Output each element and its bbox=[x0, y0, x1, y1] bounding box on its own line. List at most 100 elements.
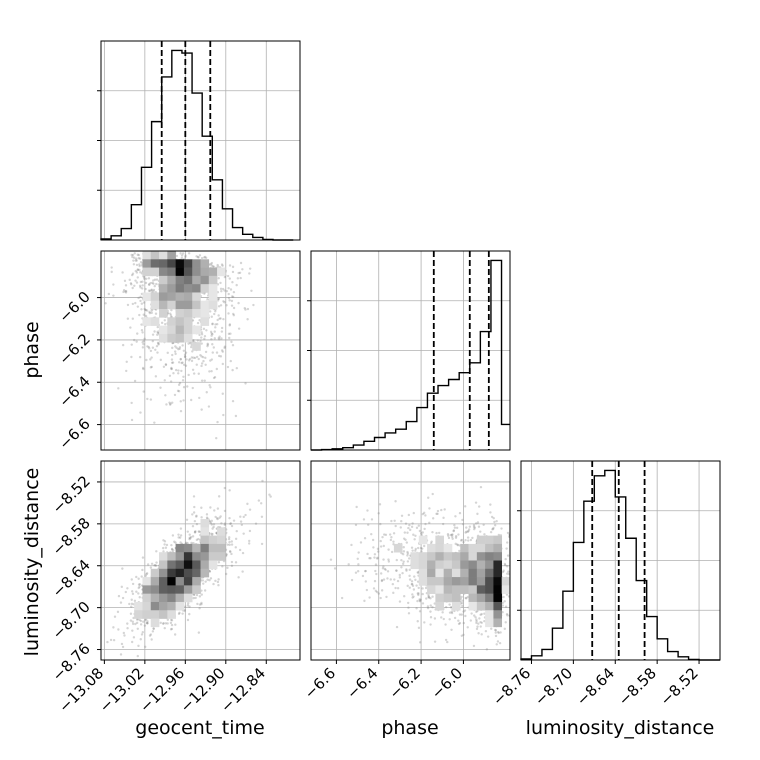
sample-point bbox=[394, 524, 397, 528]
sample-point bbox=[130, 578, 133, 581]
sample-point bbox=[219, 515, 222, 518]
sample-point bbox=[458, 613, 462, 616]
density-cell bbox=[167, 275, 176, 285]
sample-point bbox=[136, 654, 139, 658]
sample-point bbox=[210, 358, 214, 361]
sample-point bbox=[504, 605, 508, 608]
density-cell bbox=[200, 317, 210, 326]
sample-point bbox=[461, 522, 465, 526]
sample-point bbox=[364, 569, 367, 573]
density-cell bbox=[183, 275, 193, 285]
sample-point bbox=[135, 575, 138, 579]
sample-point bbox=[371, 538, 375, 542]
sample-point bbox=[387, 548, 390, 551]
sample-point bbox=[205, 516, 209, 519]
sample-point bbox=[414, 534, 417, 537]
density-cell bbox=[159, 259, 168, 268]
sample-point bbox=[461, 604, 464, 608]
sample-point bbox=[219, 281, 222, 285]
sample-point bbox=[141, 284, 144, 287]
sample-point bbox=[459, 539, 463, 542]
density-cell bbox=[150, 317, 160, 326]
sample-point bbox=[155, 561, 158, 564]
sample-point bbox=[217, 297, 220, 301]
sample-point bbox=[170, 366, 173, 370]
density-cell bbox=[175, 275, 185, 285]
sample-point bbox=[147, 345, 150, 349]
density-cell bbox=[150, 267, 160, 277]
density-cell bbox=[142, 593, 152, 603]
sample-point bbox=[138, 268, 141, 272]
sample-point bbox=[226, 543, 229, 546]
sample-point bbox=[227, 312, 230, 315]
sample-point bbox=[411, 522, 414, 525]
sample-point bbox=[235, 283, 238, 287]
sample-point bbox=[170, 618, 173, 622]
sample-point bbox=[416, 546, 420, 550]
sample-point bbox=[406, 550, 409, 554]
sample-point bbox=[477, 632, 480, 635]
sample-point bbox=[242, 515, 245, 519]
sample-point bbox=[427, 596, 431, 599]
sample-point bbox=[169, 314, 173, 317]
sample-point bbox=[229, 359, 232, 363]
sample-point bbox=[135, 271, 139, 274]
sample-point bbox=[185, 541, 188, 545]
sample-point bbox=[382, 558, 385, 561]
sample-point bbox=[142, 367, 145, 371]
sample-point bbox=[402, 537, 406, 540]
sample-point bbox=[497, 533, 501, 537]
sample-point bbox=[427, 593, 430, 597]
density-cell bbox=[159, 593, 168, 603]
sample-point bbox=[424, 586, 428, 590]
sample-point bbox=[140, 633, 144, 636]
sample-point bbox=[364, 580, 368, 583]
sample-point bbox=[122, 290, 125, 294]
sample-point bbox=[177, 612, 181, 616]
sample-point bbox=[170, 619, 174, 622]
sample-point bbox=[152, 282, 155, 285]
density-cell bbox=[183, 560, 193, 570]
sample-point bbox=[217, 305, 221, 308]
sample-point bbox=[159, 621, 162, 625]
density-cell bbox=[217, 552, 226, 561]
sample-point bbox=[150, 289, 153, 292]
sample-point bbox=[179, 400, 182, 403]
sample-point bbox=[191, 386, 194, 390]
sample-point bbox=[467, 528, 471, 531]
sample-point bbox=[184, 254, 187, 257]
sample-point bbox=[460, 613, 464, 616]
sample-point bbox=[402, 546, 405, 549]
sample-point bbox=[500, 527, 503, 530]
sample-point bbox=[206, 294, 210, 297]
sample-point bbox=[229, 288, 233, 291]
sample-point bbox=[390, 519, 393, 523]
sample-point bbox=[237, 327, 241, 330]
sample-point bbox=[200, 333, 204, 336]
sample-point bbox=[138, 618, 141, 622]
density-cell bbox=[200, 527, 210, 536]
sample-point bbox=[140, 323, 143, 326]
sample-point bbox=[182, 349, 186, 352]
sample-point bbox=[137, 583, 141, 586]
sample-point bbox=[184, 351, 188, 354]
sample-point bbox=[129, 326, 132, 329]
sample-point bbox=[128, 602, 131, 606]
sample-point bbox=[217, 495, 221, 498]
sample-point bbox=[475, 610, 478, 614]
sample-point bbox=[505, 612, 509, 616]
sample-point bbox=[195, 355, 199, 359]
sample-point bbox=[362, 518, 366, 521]
density-cell bbox=[159, 275, 168, 285]
sample-point bbox=[132, 259, 135, 262]
sample-point bbox=[490, 515, 494, 519]
density-cell bbox=[150, 259, 160, 268]
density-cell bbox=[159, 284, 168, 293]
sample-point bbox=[120, 642, 124, 646]
sample-point bbox=[206, 297, 209, 301]
sample-point bbox=[179, 534, 183, 537]
sample-point bbox=[460, 538, 464, 542]
sample-point bbox=[143, 277, 146, 280]
sample-point bbox=[382, 533, 386, 536]
sample-point bbox=[209, 521, 213, 525]
